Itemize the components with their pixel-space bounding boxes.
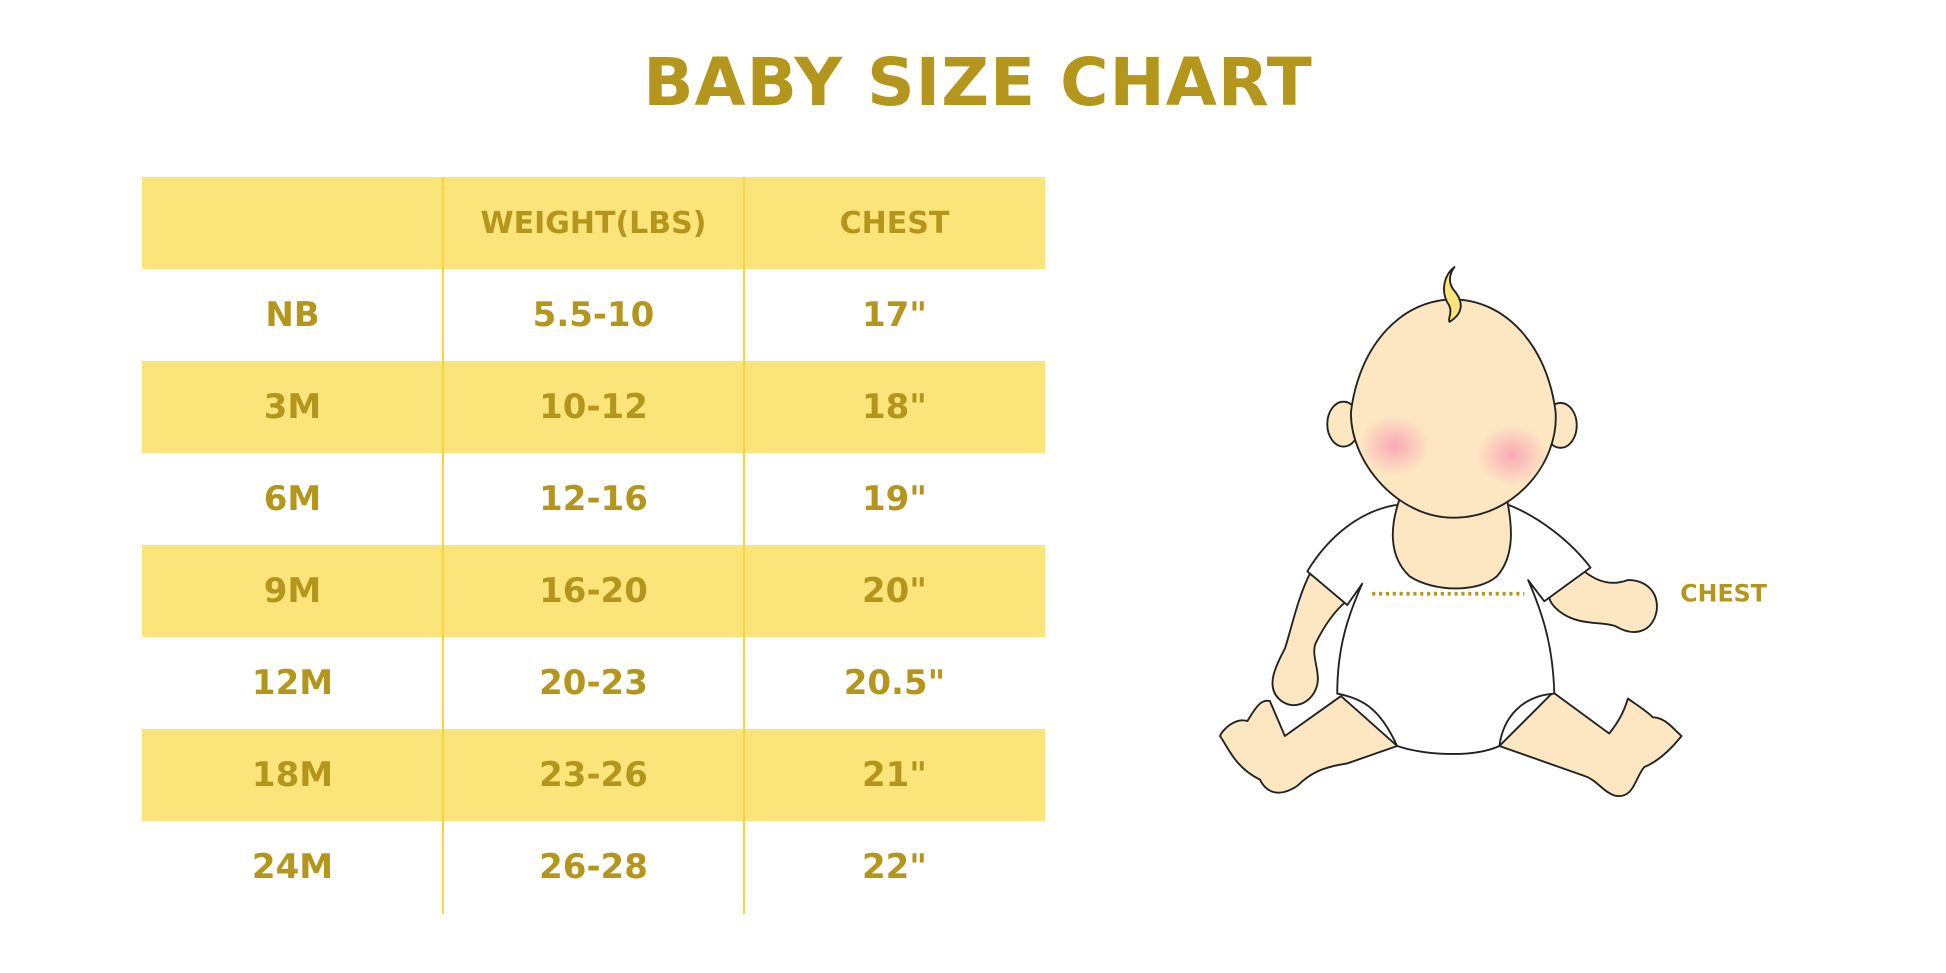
header-weight: WEIGHT(LBS) bbox=[480, 205, 707, 241]
weight-cell: 26-28 bbox=[539, 847, 648, 887]
chest-cell: 22" bbox=[861, 847, 928, 887]
size-cell: NB bbox=[265, 295, 320, 335]
chest-cell: 20.5" bbox=[843, 663, 946, 703]
weight-cell: 16-20 bbox=[539, 571, 648, 611]
weight-cell: 5.5-10 bbox=[532, 295, 655, 335]
size-cell: 3M bbox=[263, 387, 322, 427]
size-cell: 24M bbox=[251, 847, 334, 887]
chest-cell: 20" bbox=[861, 571, 928, 611]
table-row: 18M 23-26 21" bbox=[142, 729, 1045, 821]
size-cell: 12M bbox=[251, 663, 334, 703]
size-cell: 18M bbox=[251, 755, 334, 795]
baby-figure bbox=[1219, 266, 1683, 797]
size-table: WEIGHT(LBS) CHEST NB 5.5-10 17" 3M 10-12… bbox=[142, 177, 1045, 913]
size-cell: 6M bbox=[263, 479, 322, 519]
table-row: 12M 20-23 20.5" bbox=[142, 637, 1045, 729]
table-row: 6M 12-16 19" bbox=[142, 453, 1045, 545]
column-divider bbox=[743, 177, 745, 914]
column-divider bbox=[442, 177, 444, 914]
table-row: 24M 26-28 22" bbox=[142, 821, 1045, 913]
chest-cell: 21" bbox=[861, 755, 928, 795]
chest-cell: 17" bbox=[861, 295, 928, 335]
weight-cell: 23-26 bbox=[539, 755, 648, 795]
weight-cell: 20-23 bbox=[539, 663, 648, 703]
weight-cell: 12-16 bbox=[539, 479, 648, 519]
table-row: NB 5.5-10 17" bbox=[142, 269, 1045, 361]
chest-cell: 18" bbox=[861, 387, 928, 427]
table-row: 3M 10-12 18" bbox=[142, 361, 1045, 453]
page-title: BABY SIZE CHART bbox=[643, 44, 1313, 121]
table-header: WEIGHT(LBS) CHEST bbox=[142, 177, 1045, 269]
chest-cell: 19" bbox=[861, 479, 928, 519]
cheek-left bbox=[1359, 415, 1430, 476]
cheek-right bbox=[1476, 425, 1547, 486]
size-cell: 9M bbox=[263, 571, 322, 611]
header-chest: CHEST bbox=[839, 205, 950, 241]
table-row: 9M 16-20 20" bbox=[142, 545, 1045, 637]
chest-label: CHEST bbox=[1680, 579, 1767, 607]
weight-cell: 10-12 bbox=[539, 387, 648, 427]
